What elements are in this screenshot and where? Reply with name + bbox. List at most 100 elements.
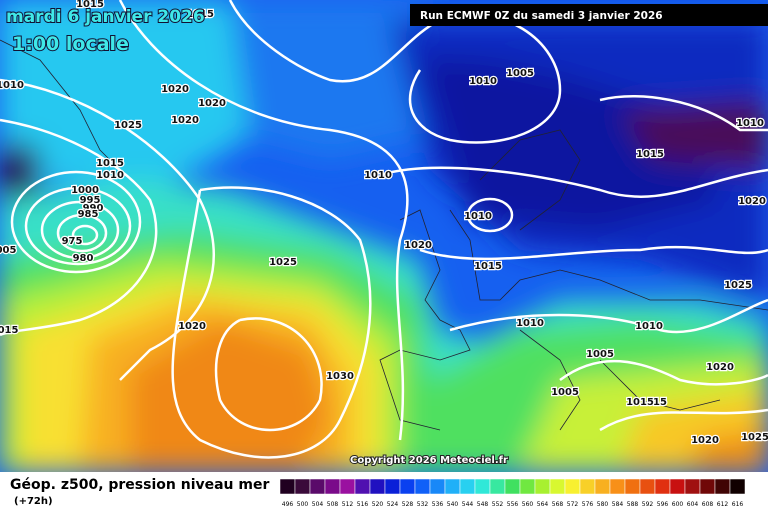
coastlines	[0, 39, 768, 431]
isobar-label: 990	[83, 203, 104, 214]
scale-label: 528	[402, 501, 414, 508]
isobar-labels: 1015 1015 1010 1020 1020 1020 1025 1015 1010 1000…	[0, 0, 768, 447]
scale-label: 584	[612, 501, 624, 508]
run: Run ECMWF 0Z du samedi 3 janvier 2026	[420, 10, 663, 22]
scale-label: 588	[627, 501, 639, 508]
scale-label: 504	[312, 501, 324, 508]
scale-label: 536	[432, 501, 444, 508]
scale-label: 520	[372, 501, 384, 508]
isobar-label: 1010	[0, 80, 24, 91]
isobar-label: 1030	[326, 371, 354, 382]
isobar-label: 1000	[71, 185, 99, 196]
scale-swatch	[444, 478, 461, 495]
isobar-label: 1010	[96, 170, 124, 181]
scale-swatch	[564, 478, 581, 495]
scale-swatch	[354, 478, 371, 495]
scale-swatch	[384, 478, 401, 495]
scale-label: 556	[507, 501, 519, 508]
scale-label: 512	[342, 501, 354, 508]
scale-label: 496	[282, 501, 294, 508]
isobar-label: 1020	[178, 321, 206, 332]
scale-label: 564	[537, 501, 549, 508]
scale-swatch	[519, 478, 536, 495]
footer-title: Géop. z500, pression niveau mer	[10, 477, 269, 493]
copyright: Copyright 2026 Meteociel.fr	[350, 455, 508, 466]
scale-label: 552	[492, 501, 504, 508]
isobar-label: 1010	[635, 321, 663, 332]
scale-label: 604	[687, 501, 699, 508]
isobar-label: 1015	[76, 0, 104, 10]
scale-label: 544	[462, 501, 474, 508]
isobar-label: 1010	[736, 118, 764, 129]
isobar-label: 985	[78, 209, 99, 220]
scale-swatch	[474, 478, 491, 495]
scale-swatch	[654, 478, 671, 495]
isobar-label: 1020	[198, 98, 226, 109]
scale-label: 612	[717, 501, 729, 508]
scale-label: 608	[702, 501, 714, 508]
run-box	[410, 4, 768, 26]
scale-swatch	[609, 478, 626, 495]
scale-swatch	[339, 478, 356, 495]
isobar-label: 1020	[161, 84, 189, 95]
isobar-label: 1025	[724, 280, 752, 291]
isobar-label: 1025	[269, 257, 297, 268]
scale-swatch	[699, 478, 716, 495]
scale-swatch	[294, 478, 311, 495]
isobar-label: 015	[0, 325, 18, 336]
scale-swatch	[579, 478, 596, 495]
scale-swatch	[594, 478, 611, 495]
scale-swatch	[369, 478, 386, 495]
isobar-label: 1015	[636, 149, 664, 160]
isobar-label: 1020	[706, 362, 734, 373]
scale-swatch	[504, 478, 521, 495]
scale-swatch	[279, 478, 296, 495]
scale-swatch	[399, 478, 416, 495]
scale-label: 568	[552, 501, 564, 508]
scale-swatch	[534, 478, 551, 495]
scale-label: 576	[582, 501, 594, 508]
scale-swatch	[429, 478, 446, 495]
scale-label: 548	[477, 501, 489, 508]
isobar-label: 1020	[404, 240, 432, 251]
isobar-label: 1015	[186, 9, 214, 20]
time: 1:00 locale	[12, 33, 129, 55]
scale-swatch	[624, 478, 641, 495]
scale-swatch	[729, 478, 746, 495]
scale-label: 500	[297, 501, 309, 508]
field: 1015 1015 1010 1020 1020 1020 1025 1015 1010 1000…	[0, 0, 768, 472]
isobar-label: 1025	[114, 120, 142, 131]
scale-label: 592	[642, 501, 654, 508]
isobar-label: 15	[653, 397, 667, 408]
isobar-label: 1010	[469, 76, 497, 87]
scale-label: 580	[597, 501, 609, 508]
scale-label: 572	[567, 501, 579, 508]
scale-label: 600	[672, 501, 684, 508]
isobar-label: 995	[80, 195, 101, 206]
isobar-label: 005	[0, 245, 16, 256]
isobar-label: 1015	[626, 397, 654, 408]
scale-swatch	[669, 478, 686, 495]
isobar-label: 980	[73, 253, 94, 264]
isobar-label: 975	[62, 236, 83, 247]
scale-swatch	[714, 478, 731, 495]
scale-swatch	[639, 478, 656, 495]
isobar-label: 1005	[551, 387, 579, 398]
isobar-label: 1010	[464, 211, 492, 222]
scale-swatch	[684, 478, 701, 495]
scale-label: 596	[657, 501, 669, 508]
scale-swatch	[459, 478, 476, 495]
scale-label: 532	[417, 501, 429, 508]
isobar-label: 1010	[364, 170, 392, 181]
footer-lead: (+72h)	[14, 496, 53, 507]
scale-swatch	[309, 478, 326, 495]
scale-label: 508	[327, 501, 339, 508]
scale-label: 560	[522, 501, 534, 508]
isobar-label: 1010	[516, 318, 544, 329]
date: mardi 6 janvier 2026	[6, 7, 205, 27]
isobar-label: 1015	[474, 261, 502, 272]
isobar-label: 1025	[741, 432, 768, 443]
scale-swatch	[549, 478, 566, 495]
scale-label: 516	[357, 501, 369, 508]
